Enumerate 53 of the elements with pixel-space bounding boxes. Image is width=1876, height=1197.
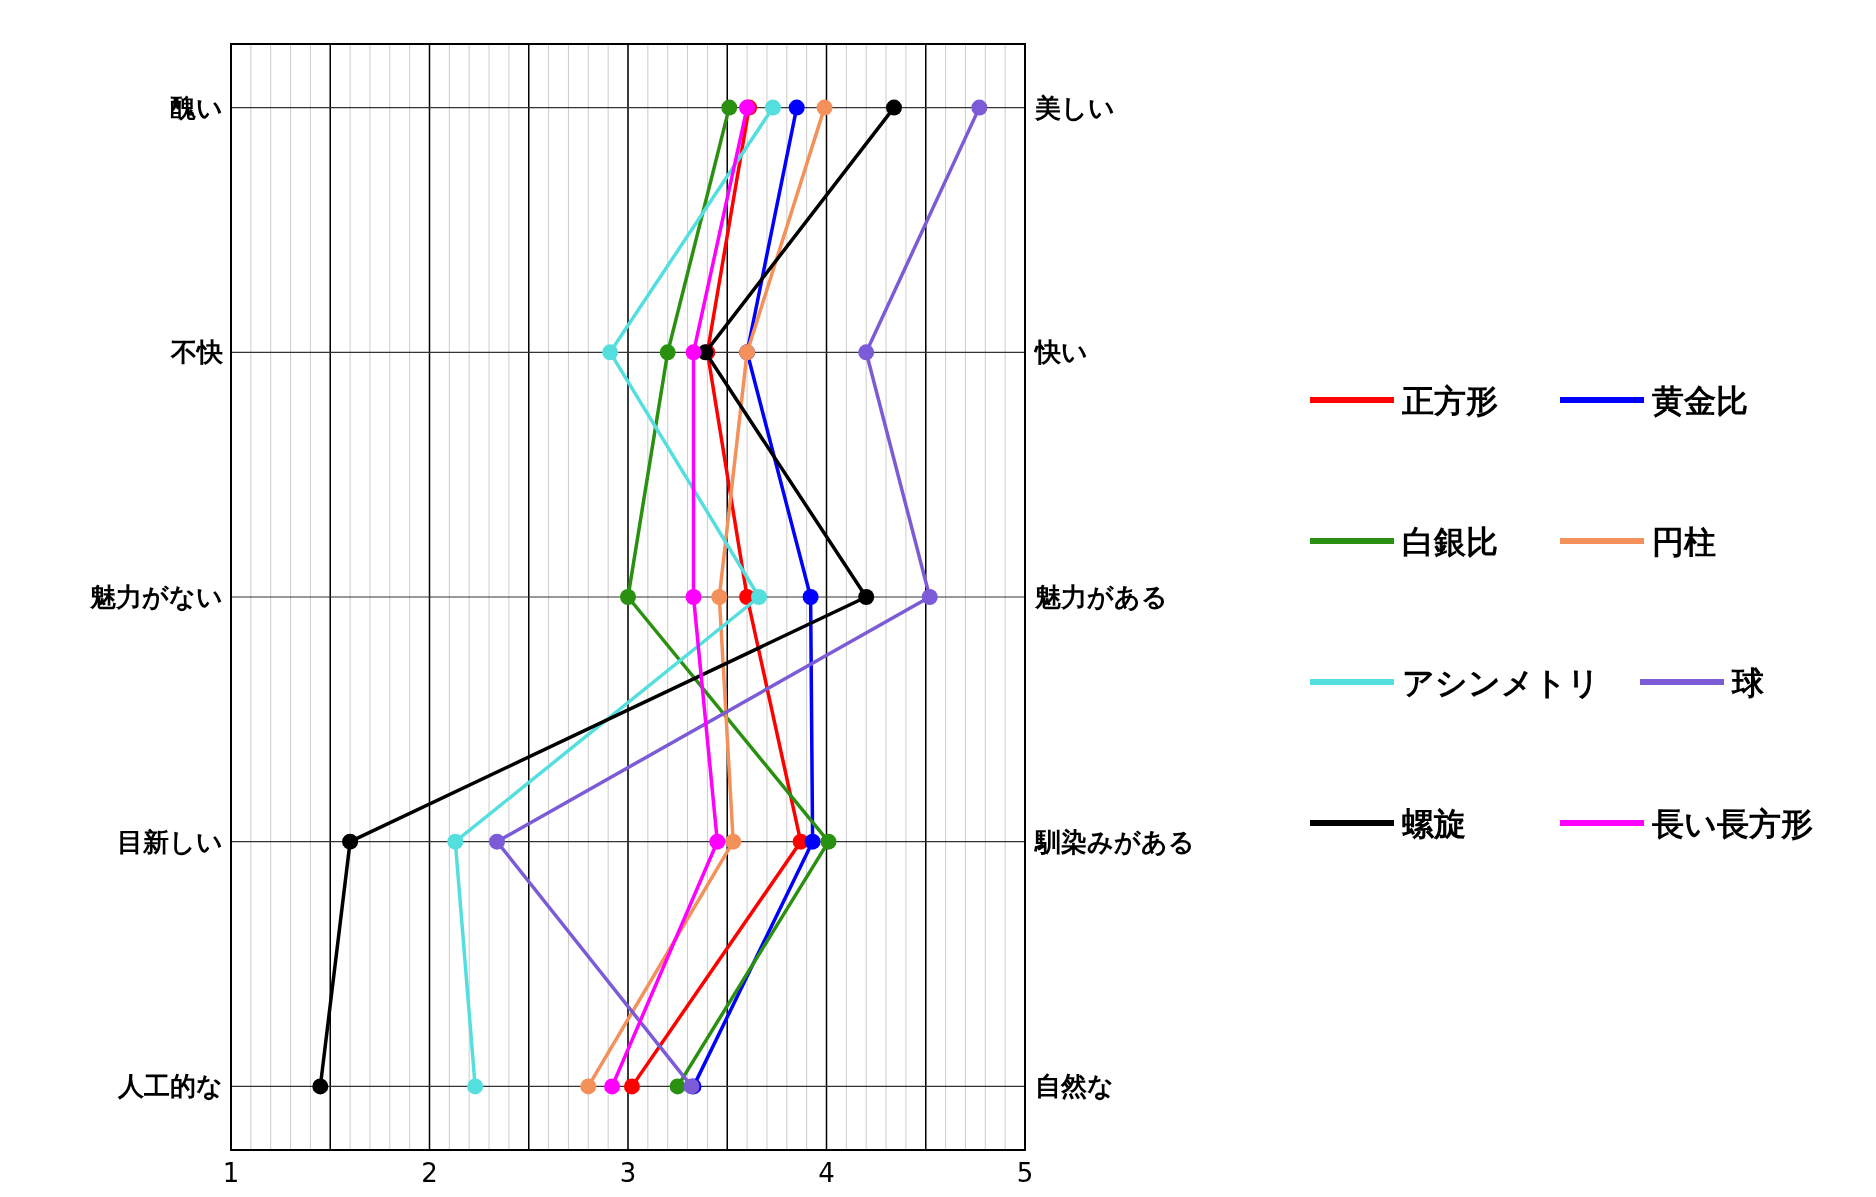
point xyxy=(764,99,781,116)
point xyxy=(602,344,619,361)
point xyxy=(685,589,702,605)
y2-tick-label: 魅力がある xyxy=(1034,582,1168,612)
y2-tick-label: 馴染みがある xyxy=(1034,826,1195,857)
point xyxy=(659,344,676,361)
point xyxy=(804,833,821,850)
y-tick-label: 魅力がない xyxy=(89,582,223,612)
legend-label: 長い長方形 xyxy=(1651,805,1813,843)
y2-tick-label: 自然な xyxy=(1035,1071,1114,1102)
point xyxy=(604,1078,621,1095)
point xyxy=(711,589,728,605)
legend-label: 円柱 xyxy=(1652,523,1716,561)
point xyxy=(820,833,837,850)
legend-label: アシンメトリ xyxy=(1402,664,1600,702)
point xyxy=(685,344,702,361)
point xyxy=(620,589,636,605)
y-tick-label: 醜い xyxy=(170,92,223,123)
x-tick-label: 3 xyxy=(619,1158,637,1188)
point xyxy=(342,833,359,850)
point xyxy=(488,833,505,850)
point xyxy=(447,833,464,850)
x-tick-label: 2 xyxy=(421,1158,438,1188)
point xyxy=(580,1078,597,1095)
point xyxy=(669,1078,686,1095)
x-tick-label: 1 xyxy=(222,1158,240,1188)
point xyxy=(858,589,875,605)
point xyxy=(971,99,988,116)
y-tick-label: 目新しい xyxy=(117,826,223,857)
legend-label: 白銀比 xyxy=(1402,523,1498,561)
y-tick-label: 人工的な xyxy=(117,1071,223,1102)
point xyxy=(312,1078,329,1095)
point xyxy=(467,1078,484,1095)
legend-label: 黄金比 xyxy=(1652,382,1748,420)
y-tick-label: 不快 xyxy=(170,337,224,368)
point xyxy=(623,1078,640,1095)
y2-tick-label: 美しい xyxy=(1034,92,1115,123)
point xyxy=(709,833,726,850)
x-tick-label: 4 xyxy=(818,1158,835,1188)
point xyxy=(816,99,833,116)
point xyxy=(858,344,875,361)
legend-label: 螺旋 xyxy=(1401,805,1466,843)
point xyxy=(725,833,742,850)
x-tick-label: 5 xyxy=(1016,1158,1034,1188)
point xyxy=(802,589,819,605)
point xyxy=(721,99,738,116)
legend-label: 球 xyxy=(1731,664,1765,702)
point xyxy=(885,99,902,116)
point xyxy=(788,99,805,116)
point xyxy=(751,589,768,605)
y2-tick-label: 快い xyxy=(1033,337,1088,368)
legend-label: 正方形 xyxy=(1401,382,1498,420)
point xyxy=(921,589,938,605)
